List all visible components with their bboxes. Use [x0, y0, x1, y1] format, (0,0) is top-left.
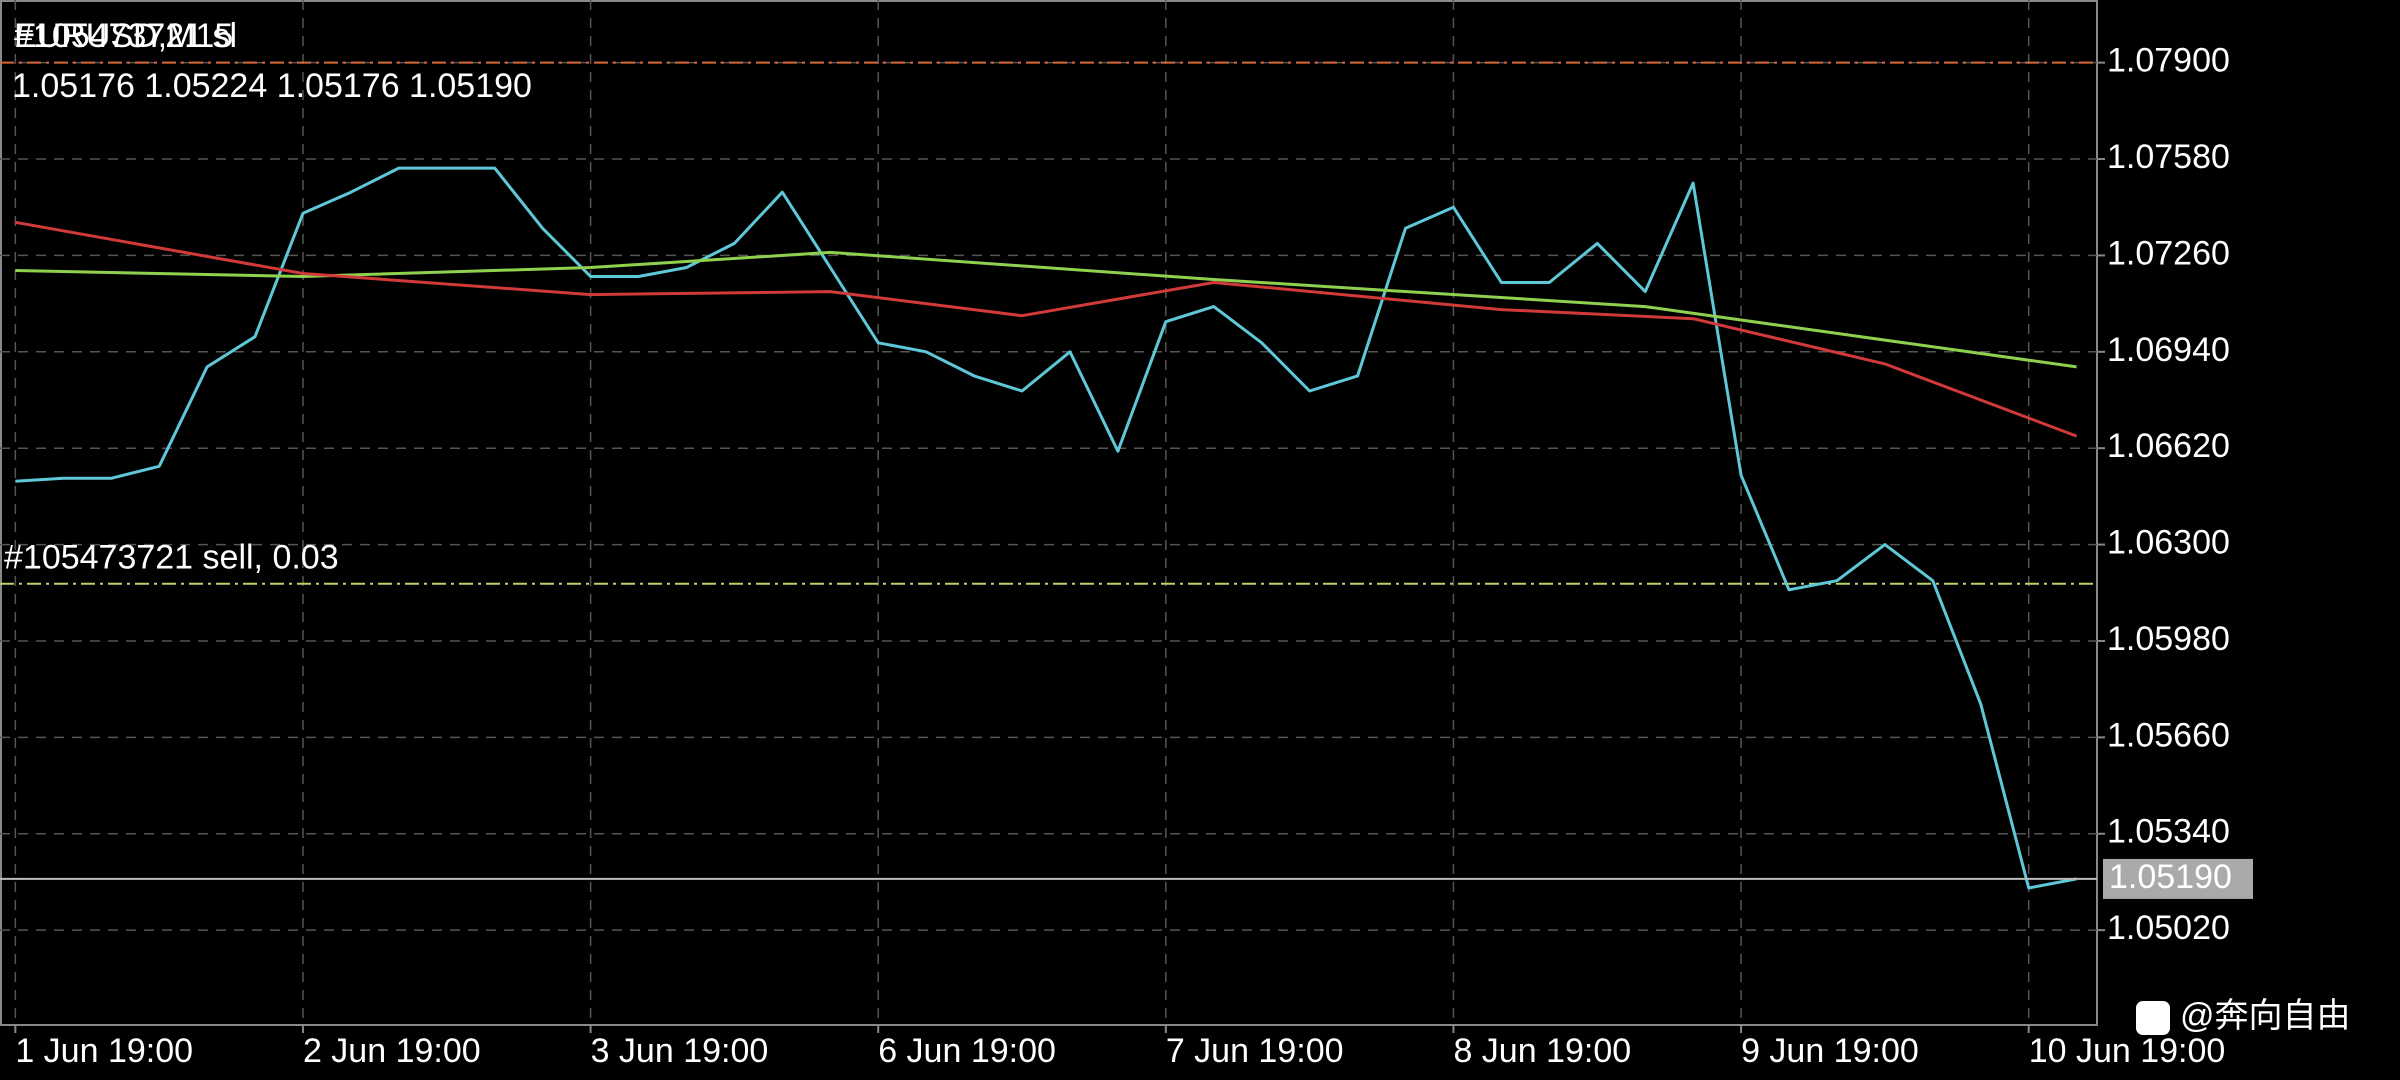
- price-line: [15, 250, 2077, 369]
- watermark: @奔向自由: [2180, 997, 2351, 1035]
- price-line: [15, 220, 2078, 438]
- y-tick-label: 1.06940: [2107, 331, 2230, 369]
- ohlc-label: 1.05176 1.05224 1.05176 1.05190: [12, 67, 532, 105]
- current-price-label: 1.05190: [2109, 858, 2232, 896]
- plot-frame: [0, 0, 2098, 1026]
- x-tick-label: 8 Jun 19:00: [1453, 1032, 1631, 1070]
- y-tick-label: 1.06620: [2107, 427, 2230, 465]
- grid: [0, 0, 2105, 1033]
- x-tick-label: 2 Jun 19:00: [303, 1032, 481, 1070]
- x-tick-label: 10 Jun 19:00: [2029, 1032, 2226, 1070]
- y-tick-label: 1.05340: [2107, 813, 2230, 851]
- x-tick-label: 9 Jun 19:00: [1741, 1032, 1919, 1070]
- chart-title: EURUSD,M15: [14, 17, 233, 55]
- y-tick-label: 1.05660: [2107, 716, 2230, 754]
- marks: [0, 61, 2097, 890]
- watermark-icon: [2136, 1001, 2170, 1035]
- y-tick-label: 1.07580: [2107, 138, 2230, 176]
- y-tick-label: 1.07260: [2107, 234, 2230, 272]
- x-tick-label: 3 Jun 19:00: [591, 1032, 769, 1070]
- x-tick-label: 6 Jun 19:00: [878, 1032, 1056, 1070]
- x-tick-label: 1 Jun 19:00: [15, 1032, 193, 1070]
- y-tick-label: 1.05980: [2107, 620, 2230, 658]
- y-tick-label: 1.06300: [2107, 524, 2230, 562]
- order-sl-label: #105473721 sl: [14, 17, 237, 55]
- labels: EURUSD,M15 #105473721 sl 1.05176 1.05224…: [4, 17, 2351, 1070]
- order-label: #105473721 sell, 0.03: [4, 539, 339, 577]
- y-tick-label: 1.07900: [2107, 42, 2230, 80]
- current-price-box: [2103, 858, 2253, 899]
- y-tick-label: 1.05020: [2107, 909, 2230, 947]
- x-tick-label: 7 Jun 19:00: [1166, 1032, 1344, 1070]
- price-line: [15, 166, 2077, 890]
